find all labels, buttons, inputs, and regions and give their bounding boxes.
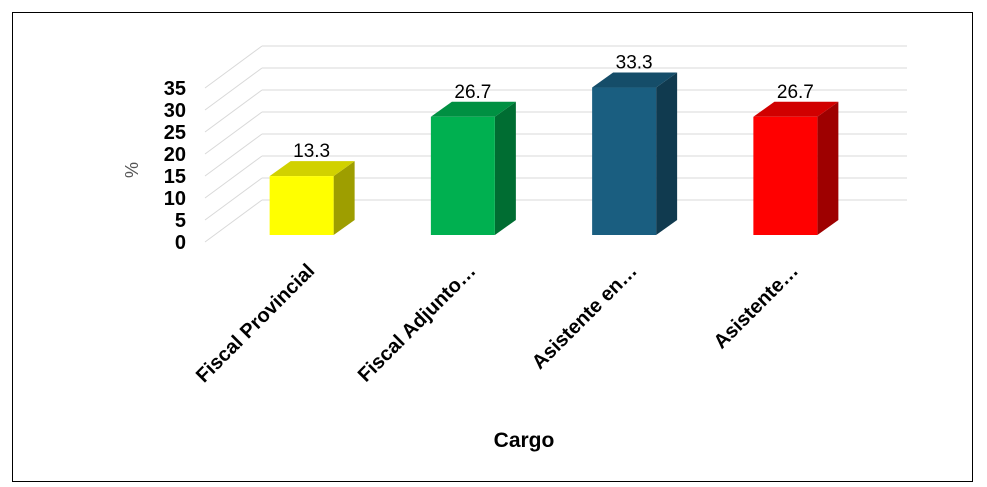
x-tick-label: Fiscal Adjunto… [354,260,481,387]
data-labels: 13.3 26.7 33.3 26.7 [293,53,814,163]
bar-side [656,72,678,236]
bar-front [269,176,334,235]
gridline-side [204,155,263,199]
y-tick-label: 10 [164,188,186,210]
bar-top [592,72,678,88]
y-axis-label: % [122,162,142,178]
y-tick-label: 0 [175,232,186,254]
bar-side [333,161,355,235]
bar [753,101,839,235]
gridline-side [204,45,263,89]
bar-top [753,101,839,117]
x-tick-label: Fiscal Provincial [192,260,319,387]
y-tick-label: 15 [164,166,186,188]
bars [269,72,839,236]
bar [430,101,516,235]
x-tick-label: Asistente en… [528,260,642,374]
bar [269,161,355,235]
data-label: 26.7 [777,82,814,103]
data-label: 33.3 [616,53,653,74]
gridline-side [204,111,263,155]
data-label: 13.3 [293,141,330,162]
gridline-side [204,67,263,111]
bar-top [430,101,516,117]
bar-front [430,116,495,235]
x-tick-label: Asistente… [710,260,803,353]
gridline-side [204,199,263,243]
y-tick-label: 25 [164,122,186,144]
y-tick-label: 20 [164,144,186,166]
y-tick-label: 30 [164,100,186,122]
data-label: 26.7 [454,82,491,103]
x-axis-label: Cargo [494,429,555,452]
bar-side [817,101,839,235]
gridline-side [204,177,263,221]
gridline-side [204,133,263,177]
bar [592,72,678,236]
bar-side [494,101,516,235]
y-tick-label: 5 [175,210,186,232]
bar-front [753,116,818,235]
y-tick-label: 35 [164,78,186,100]
gridline-side [204,89,263,133]
x-axis-ticks: Fiscal Provincial Fiscal Adjunto… Asistent… [192,260,803,387]
bar-front [592,87,657,236]
bar-top [269,161,355,177]
